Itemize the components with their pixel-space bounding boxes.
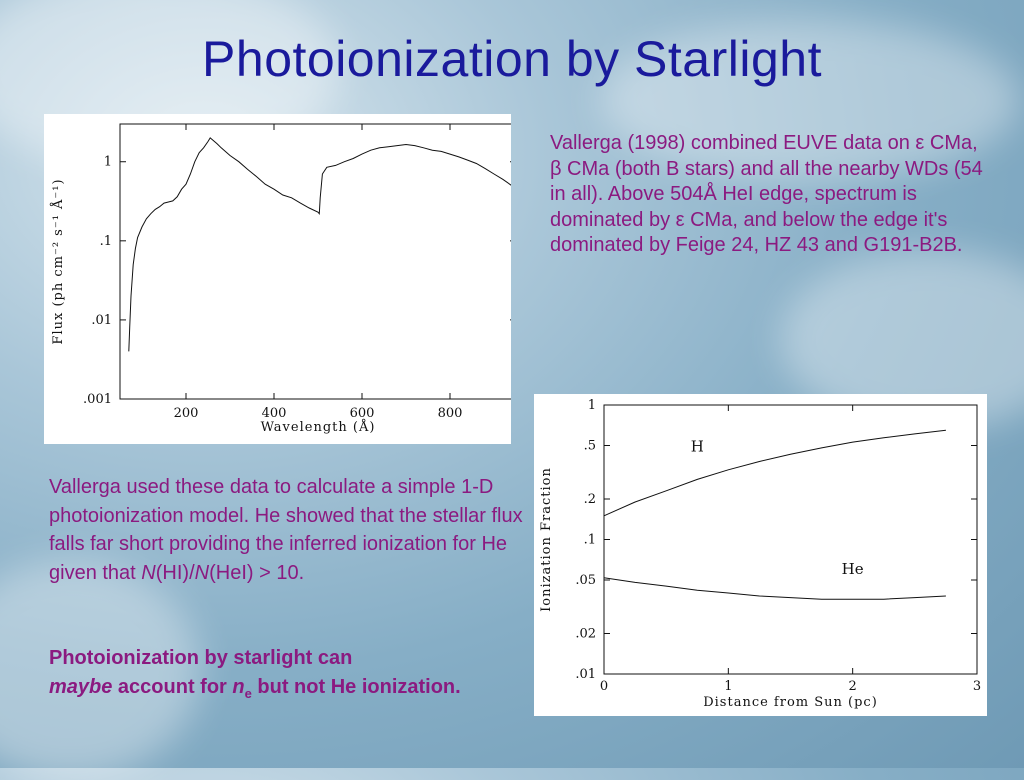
spectrum-series-line <box>128 137 512 352</box>
ion-series-line <box>603 577 946 600</box>
spectrum-chart-panel: 200 400 600 800 .001 .01 .1 1 Wavelength (Å) Flux… <box>44 114 517 444</box>
spectrum-x-tick-label: 600 <box>350 406 375 421</box>
ion-y-tick-label: .5 <box>584 438 596 453</box>
spectrum-y-tick-label: .1 <box>100 234 112 249</box>
spectrum-y-tick-label: 1 <box>104 155 112 170</box>
ion-x-axis-label: Distance from Sun (pc) <box>703 695 878 710</box>
conclusion-n: n <box>232 675 245 698</box>
ratio-n1: N <box>141 561 156 584</box>
spectrum-y-tick-label: .01 <box>91 313 112 328</box>
spectrum-x-tick-label: 800 <box>438 406 463 421</box>
conclusion-text: Photoionization by starlight can maybe a… <box>49 644 519 708</box>
ion-y-tick-label: .1 <box>584 533 596 548</box>
conclusion-part-b: account for <box>112 675 233 698</box>
ratio-post: (HeI) > 10. <box>209 561 305 584</box>
ion-series-label: He <box>842 560 864 578</box>
ion-series-label: H <box>691 437 704 455</box>
spectrum-x-tick-label: 200 <box>174 406 199 421</box>
ion-x-tick-label: 2 <box>849 679 857 694</box>
conclusion-part-c: but not He ionization. <box>251 675 461 698</box>
spectrum-chart: 200 400 600 800 .001 .01 .1 1 Wavelength (Å) Flux… <box>50 123 517 435</box>
spectrum-y-tick-label: .001 <box>83 392 112 407</box>
ion-y-tick-label: .2 <box>584 492 596 507</box>
model-text: Vallerga used these data to calculate a … <box>49 476 523 584</box>
ion-plot-frame <box>603 404 978 675</box>
ratio-mid: (HI)/ <box>155 561 195 584</box>
ion-x-tick-label: 0 <box>600 679 608 694</box>
ion-y-axis-label: Ionization Fraction <box>539 467 554 612</box>
ratio-n2: N <box>194 561 210 584</box>
ion-x-tick-label: 3 <box>973 679 981 694</box>
vallerga-description: Vallerga (1998) combined EUVE data on ε … <box>550 132 983 256</box>
ion-series-line <box>603 429 946 517</box>
slide-title: Photoionization by Starlight <box>202 31 822 87</box>
spectrum-plot-frame <box>119 123 517 400</box>
ion-y-tick-label: .02 <box>575 627 596 642</box>
ion-y-tick-label: .01 <box>575 667 596 682</box>
conclusion-maybe: maybe <box>49 675 113 698</box>
spectrum-y-axis-label: Flux (ph cm⁻² s⁻¹ Å⁻¹) <box>50 178 66 344</box>
ion-y-tick-label: .05 <box>575 573 596 588</box>
ion-x-tick-label: 1 <box>724 679 732 694</box>
spectrum-x-tick-label: 400 <box>262 406 287 421</box>
spectrum-x-axis-label: Wavelength (Å) <box>261 419 376 435</box>
conclusion-subscript: e <box>244 685 252 701</box>
conclusion-part-a: Photoionization by starlight can <box>49 647 353 669</box>
ion-y-tick-label: 1 <box>588 398 596 413</box>
ionization-chart-panel: 0 1 2 3.01.02.05.1.2.5 1 Distance from Sun (p… <box>534 394 987 716</box>
model-description: Vallerga used these data to calculate a … <box>49 473 529 587</box>
